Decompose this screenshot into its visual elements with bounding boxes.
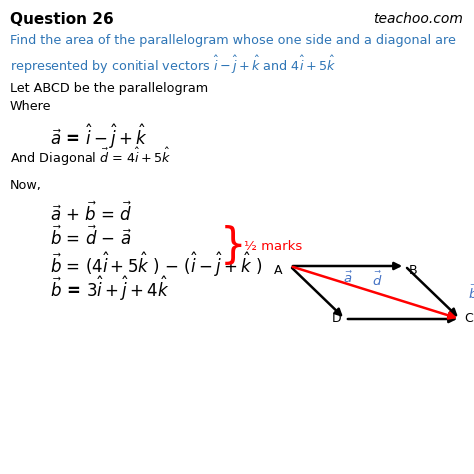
Text: teachoo.com: teachoo.com bbox=[373, 12, 463, 26]
Text: C: C bbox=[464, 312, 473, 326]
Text: D: D bbox=[331, 312, 341, 326]
Text: And Diagonal $\vec{d}$ = $4\hat{i} + 5\hat{k}$: And Diagonal $\vec{d}$ = $4\hat{i} + 5\h… bbox=[10, 146, 172, 168]
Text: $\vec{a}$ = $\hat{i} - \hat{j} + \hat{k}$: $\vec{a}$ = $\hat{i} - \hat{j} + \hat{k}… bbox=[50, 122, 148, 151]
Text: }: } bbox=[220, 225, 246, 267]
Text: $\vec{d}$: $\vec{d}$ bbox=[372, 270, 382, 289]
Text: Question 26: Question 26 bbox=[10, 12, 114, 27]
Text: $\vec{b}$ = $(4\hat{i} + 5\hat{k}\ )$ $-$ $(\hat{i} - \hat{j} + \hat{k}\ )$: $\vec{b}$ = $(4\hat{i} + 5\hat{k}\ )$ $-… bbox=[50, 250, 263, 279]
Text: $\vec{a}$ + $\vec{b}$ = $\vec{d}$: $\vec{a}$ + $\vec{b}$ = $\vec{d}$ bbox=[50, 202, 132, 226]
Text: $\vec{b}$: $\vec{b}$ bbox=[468, 283, 474, 301]
Text: $\vec{b}$ = $\vec{d}$ $-$ $\vec{a}$: $\vec{b}$ = $\vec{d}$ $-$ $\vec{a}$ bbox=[50, 226, 132, 249]
Text: Now,: Now, bbox=[10, 179, 42, 192]
Text: A: A bbox=[273, 264, 282, 277]
Text: $\vec{a}$: $\vec{a}$ bbox=[343, 271, 353, 286]
Text: Find the area of the parallelogram whose one side and a diagonal are: Find the area of the parallelogram whose… bbox=[10, 34, 456, 47]
Text: represented by conitial vectors $\hat{i} - \hat{j} + \hat{k}$ and $4\hat{i} + 5\: represented by conitial vectors $\hat{i}… bbox=[10, 54, 336, 76]
Text: $\vec{b}$ = $3\hat{i} + \hat{j} + 4\hat{k}$: $\vec{b}$ = $3\hat{i} + \hat{j} + 4\hat{… bbox=[50, 274, 169, 302]
Text: ½ marks: ½ marks bbox=[244, 239, 302, 253]
Text: Let ABCD be the parallelogram: Let ABCD be the parallelogram bbox=[10, 82, 208, 95]
Text: Where: Where bbox=[10, 100, 52, 113]
Text: B: B bbox=[409, 264, 418, 277]
